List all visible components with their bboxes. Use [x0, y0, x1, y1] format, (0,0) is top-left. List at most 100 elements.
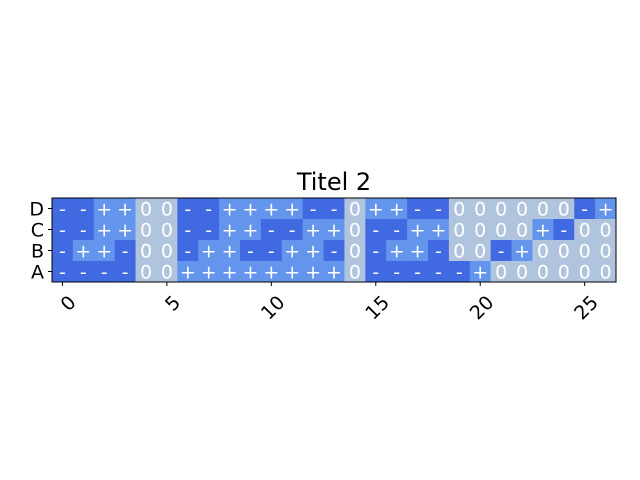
- heatmap-cell: [93, 219, 116, 241]
- cell-label: +: [263, 199, 279, 221]
- cell-label: 0: [516, 220, 528, 242]
- cell-label: -: [310, 199, 317, 221]
- heatmap-cell: [177, 240, 199, 262]
- heatmap-cell: [532, 240, 554, 262]
- cell-label: 0: [600, 241, 612, 263]
- cell-label: 0: [161, 220, 173, 242]
- cell-label: 0: [140, 199, 152, 221]
- cell-label: +: [389, 199, 405, 221]
- cell-label: +: [305, 220, 321, 242]
- heatmap-cell: [114, 198, 137, 220]
- cell-label: +: [284, 241, 300, 263]
- heatmap-cell: [428, 261, 450, 283]
- heatmap-cell: [323, 219, 345, 241]
- cell-label: 0: [349, 262, 361, 284]
- heatmap-cell: [448, 261, 471, 283]
- cell-label: +: [389, 241, 405, 263]
- cell-label: +: [96, 199, 112, 221]
- heatmap-cell: [553, 198, 575, 220]
- heatmap-cell: [240, 240, 262, 262]
- heatmap-cell: [595, 219, 617, 241]
- cell-label: -: [101, 262, 108, 284]
- heatmap-cell: [177, 198, 199, 220]
- cell-label: 0: [579, 220, 591, 242]
- heatmap-cell: [469, 219, 492, 241]
- heatmap-cell: [114, 219, 137, 241]
- cell-label: -: [80, 220, 87, 242]
- heatmap-cell: [511, 198, 533, 220]
- cell-label: 0: [537, 262, 549, 284]
- cell-label: -: [122, 241, 129, 263]
- heatmap-cell: [52, 261, 74, 283]
- cell-label: +: [368, 199, 384, 221]
- cell-label: 0: [161, 262, 173, 284]
- heatmap-cell: [574, 219, 596, 241]
- cell-label: 0: [495, 199, 507, 221]
- heatmap-cell: [302, 198, 325, 220]
- cell-label: -: [247, 241, 254, 263]
- cell-label: -: [59, 199, 66, 221]
- cell-label: 0: [453, 220, 465, 242]
- cell-label: -: [205, 199, 212, 221]
- cell-label: -: [414, 262, 421, 284]
- heatmap-cell: [302, 261, 325, 283]
- heatmap-cell: [52, 219, 74, 241]
- heatmap-cell: [553, 261, 575, 283]
- heatmap-cell: [365, 240, 387, 262]
- heatmap-cell: [93, 240, 116, 262]
- heatmap-cell: [469, 198, 492, 220]
- cell-label: +: [117, 220, 133, 242]
- heatmap-cell: [72, 198, 95, 220]
- cell-label: +: [535, 220, 551, 242]
- cell-label: 0: [349, 220, 361, 242]
- heatmap-cell: [72, 219, 95, 241]
- cell-label: +: [598, 199, 614, 221]
- y-tick-label: C: [31, 220, 44, 242]
- cell-label: -: [80, 262, 87, 284]
- cell-label: +: [242, 220, 258, 242]
- cell-label: 0: [474, 220, 486, 242]
- heatmap-cell: [156, 261, 178, 283]
- heatmap-cell: [240, 261, 262, 283]
- cell-label: 0: [579, 241, 591, 263]
- y-tick-label: D: [29, 199, 44, 221]
- cell-label: -: [122, 262, 129, 284]
- heatmap-cell: [177, 219, 199, 241]
- heatmap-cell: [448, 240, 471, 262]
- cell-label: -: [184, 220, 191, 242]
- heatmap-cell: [281, 219, 304, 241]
- heatmap-cell: [323, 198, 345, 220]
- heatmap-cell: [490, 198, 513, 220]
- cell-label: +: [305, 262, 321, 284]
- heatmap-cell: [574, 261, 596, 283]
- cell-label: -: [393, 220, 400, 242]
- heatmap-cell: [532, 261, 554, 283]
- heatmap-cell: [281, 240, 304, 262]
- cell-label: -: [59, 220, 66, 242]
- heatmap-cell: [407, 219, 429, 241]
- cell-label: -: [456, 262, 463, 284]
- heatmap-cell: [198, 261, 220, 283]
- x-tick-label: 5: [161, 292, 185, 316]
- cell-label: -: [435, 241, 442, 263]
- cell-label: 0: [161, 199, 173, 221]
- cell-label: -: [435, 199, 442, 221]
- cell-label: +: [284, 199, 300, 221]
- heatmap-cell: [240, 198, 262, 220]
- heatmap-cell: [469, 261, 492, 283]
- x-tick-label: 0: [56, 292, 80, 316]
- x-tick-label: 20: [466, 292, 499, 325]
- cell-label: +: [263, 262, 279, 284]
- cell-label: 0: [349, 241, 361, 263]
- cell-label: +: [326, 262, 342, 284]
- heatmap-cell: [511, 261, 533, 283]
- cell-label: -: [560, 220, 567, 242]
- heatmap-cell: [198, 219, 220, 241]
- cell-label: +: [201, 241, 217, 263]
- cell-label: +: [75, 241, 91, 263]
- heatmap-cell: [219, 219, 241, 241]
- heatmap-cell: [344, 240, 366, 262]
- heatmap-cell: [135, 240, 157, 262]
